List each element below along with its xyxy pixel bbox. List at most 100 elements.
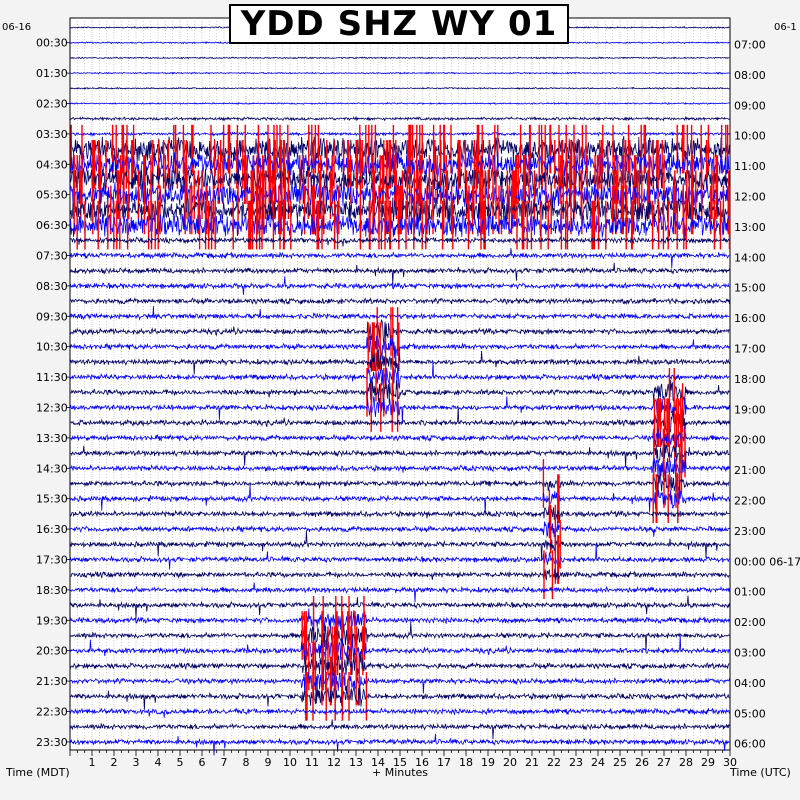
trace-line-23: [69, 349, 730, 375]
left-time-label: 11:30: [36, 371, 68, 384]
left-time-label: 18:30: [36, 584, 68, 597]
trace-line-31: [69, 471, 730, 495]
right-time-label: 14:00: [734, 251, 766, 264]
x-tick-label: 11: [305, 756, 319, 769]
x-tick-label: 3: [133, 756, 140, 769]
left-time-label: 16:30: [36, 523, 68, 536]
trace-line-41: [69, 621, 730, 653]
left-time-label: 00:30: [36, 37, 68, 50]
x-tick-label: 20: [503, 756, 517, 769]
left-time-label: 05:30: [36, 189, 68, 202]
right-time-label: 07:00: [734, 39, 766, 52]
x-tick-label: 4: [155, 756, 162, 769]
trace-line-8: [69, 131, 730, 137]
right-time-label: 18:00: [734, 373, 766, 386]
trace-line-14: [69, 212, 730, 238]
left-time-label: 02:30: [36, 98, 68, 111]
x-tick-label: 2: [111, 756, 118, 769]
x-tick-label: 5: [177, 756, 184, 769]
trace-line-39: [69, 595, 730, 619]
right-time-label: 21:00: [734, 464, 766, 477]
x-tick-label: 17: [437, 756, 451, 769]
left-time-label: 12:30: [36, 402, 68, 415]
right-time-label: 13:00: [734, 221, 766, 234]
x-tick-label: 1: [89, 756, 96, 769]
trace-line-10: [69, 151, 730, 177]
x-tick-label: 16: [415, 756, 429, 769]
trace-line-38: [69, 582, 730, 603]
left-time-label: 08:30: [36, 280, 68, 293]
right-time-label: 04:00: [734, 677, 766, 690]
trace-line-21: [69, 318, 730, 345]
trace-line-29: [69, 444, 730, 467]
left-axis-label: Time (MDT): [6, 766, 70, 779]
trace-line-37: [69, 568, 730, 581]
trace-line-30: [69, 457, 730, 480]
right-time-label: 00:00 06-17: [734, 555, 800, 568]
left-time-label: 23:30: [36, 736, 68, 749]
right-time-label: 11:00: [734, 160, 766, 173]
right-time-label: 19:00: [734, 403, 766, 416]
x-tick-label: 29: [701, 756, 715, 769]
trace-line-9: [69, 136, 730, 162]
x-tick-label: 26: [635, 756, 649, 769]
x-tick-label: 19: [481, 756, 495, 769]
x-tick-label: 13: [349, 756, 363, 769]
trace-line-3: [69, 56, 730, 60]
left-time-label: 09:30: [36, 310, 68, 323]
x-tick-label: 25: [613, 756, 627, 769]
trace-line-6: [69, 101, 730, 105]
x-tick-label: 22: [547, 756, 561, 769]
left-time-label: 13:30: [36, 432, 68, 445]
x-tick-label: 10: [283, 756, 297, 769]
trace-line-27: [69, 406, 730, 435]
trace-line-22: [69, 335, 730, 360]
left-time-label: 04:30: [36, 158, 68, 171]
trace-line-25: [69, 379, 730, 405]
right-time-label: 17:00: [734, 343, 766, 356]
trace-line-26: [69, 396, 730, 425]
x-tick-label: 15: [393, 756, 407, 769]
trace-line-15: [69, 236, 730, 247]
trace-line-40: [69, 608, 730, 632]
right-time-label: 09:00: [734, 99, 766, 112]
x-tick-label: 23: [569, 756, 583, 769]
left-time-label: 17:30: [36, 554, 68, 567]
trace-line-4: [69, 71, 730, 75]
trace-line-28: [69, 426, 730, 450]
left-date-label: 06-16: [2, 22, 32, 33]
x-tick-label: 6: [199, 756, 206, 769]
right-axis-label: Time (UTC): [730, 766, 791, 779]
trace-line-44: [69, 668, 730, 694]
x-tick-label: 28: [679, 756, 693, 769]
right-time-label: 23:00: [734, 525, 766, 538]
left-time-label: 22:30: [36, 706, 68, 719]
x-tick-label: 9: [265, 756, 272, 769]
x-tick-label: 21: [525, 756, 539, 769]
x-tick-label: 14: [371, 756, 385, 769]
right-time-label: 06:00: [734, 738, 766, 751]
trace-line-17: [69, 262, 730, 285]
x-axis-label: + Minutes: [372, 766, 429, 779]
trace-line-35: [69, 530, 730, 561]
right-time-label: 02:00: [734, 616, 766, 629]
right-time-label: 01:00: [734, 586, 766, 599]
traces: [69, 25, 731, 756]
right-time-label: 16:00: [734, 312, 766, 325]
trace-line-47: [69, 719, 730, 740]
trace-line-16: [69, 248, 730, 268]
right-time-label: 03:00: [734, 647, 766, 660]
trace-line-48: [69, 733, 730, 756]
left-time-label: 07:30: [36, 250, 68, 263]
trace-line-43: [69, 652, 730, 678]
trace-line-18: [69, 276, 730, 295]
trace-line-36: [69, 543, 730, 570]
trace-line-42: [69, 634, 730, 661]
left-time-label: 01:30: [36, 67, 68, 80]
x-tick-label: 8: [243, 756, 250, 769]
right-time-label: 20:00: [734, 434, 766, 447]
trace-line-33: [69, 506, 730, 521]
right-date-label: 06-1: [774, 22, 797, 33]
left-time-label: 15:30: [36, 493, 68, 506]
